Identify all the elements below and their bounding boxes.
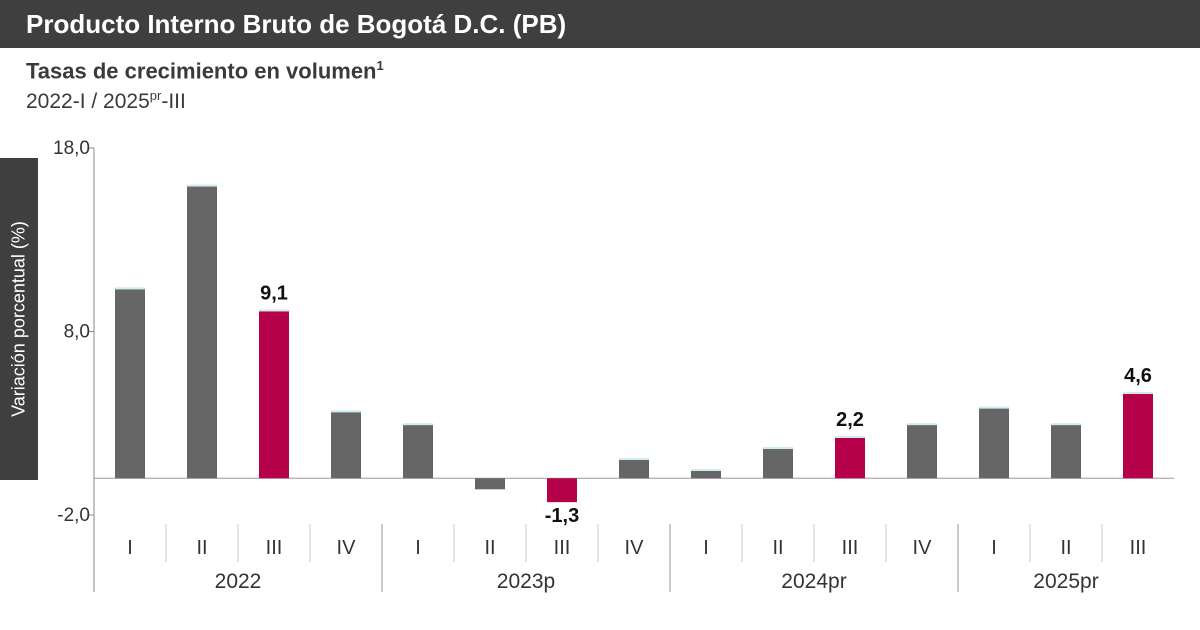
bar — [979, 408, 1009, 479]
bar — [691, 470, 721, 479]
bar-highlight-edge — [835, 435, 865, 438]
period-start: 2022-I / 2025 — [26, 90, 150, 113]
x-tick-label: IV — [625, 537, 645, 559]
bar — [619, 459, 649, 479]
year-label: 2025pr — [1033, 570, 1098, 593]
x-tick-label: IV — [337, 537, 357, 559]
bar-highlight-edge — [115, 287, 145, 290]
chart-title: Producto Interno Bruto de Bogotá D.C. (P… — [26, 9, 567, 39]
data-label: 4,6 — [1124, 365, 1152, 387]
period-end: -III — [161, 90, 186, 113]
bar — [1123, 393, 1153, 479]
year-label: 2022 — [215, 570, 262, 593]
x-tick-label: II — [1060, 537, 1071, 559]
x-tick-label: II — [484, 537, 495, 559]
x-tick-label: III — [554, 537, 571, 559]
bar — [475, 478, 505, 490]
x-tick-label: III — [266, 537, 283, 559]
subtitle-footnote-mark: 1 — [376, 58, 384, 73]
chart-subtitle: Tasas de crecimiento en volumen1 — [26, 58, 384, 84]
bar-highlight-edge — [187, 184, 217, 187]
bar-highlight-edge — [763, 446, 793, 449]
x-tick-label: I — [703, 537, 709, 559]
bar — [835, 437, 865, 479]
bar-highlight-edge — [259, 309, 289, 312]
bar — [403, 425, 433, 479]
bar — [1051, 425, 1081, 479]
bar — [331, 412, 361, 479]
data-label: 2,2 — [836, 409, 864, 431]
bar — [115, 289, 145, 479]
bar-highlight-edge — [979, 406, 1009, 409]
bar-highlight-edge — [691, 468, 721, 471]
bar-highlight-edge — [403, 423, 433, 426]
x-tick-label: II — [772, 537, 783, 559]
data-label: 9,1 — [260, 282, 288, 304]
y-tick-label: 18,0 — [53, 138, 90, 159]
period-sup: pr — [149, 88, 162, 103]
x-tick-label: III — [1130, 537, 1147, 559]
bar-highlight-edge — [331, 410, 361, 413]
bar — [187, 186, 217, 479]
year-label: 2023p — [497, 570, 555, 593]
bar — [259, 311, 289, 479]
bar-highlight-edge — [619, 457, 649, 460]
subtitle-text: Tasas de crecimiento en volumen — [26, 58, 377, 84]
x-tick-label: III — [842, 537, 859, 559]
x-tick-label: II — [196, 537, 207, 559]
bar — [763, 448, 793, 479]
bar — [907, 425, 937, 479]
bar-highlight-edge — [1123, 391, 1153, 394]
title-bar: Producto Interno Bruto de Bogotá D.C. (P… — [0, 0, 1200, 48]
x-tick-label: I — [415, 537, 421, 559]
y-tick-label: 8,0 — [64, 322, 90, 343]
year-label: 2024pr — [781, 570, 846, 593]
data-label: -1,3 — [545, 505, 579, 527]
chart-period: 2022-I / 2025pr-III — [26, 88, 186, 114]
y-tick-label: -2,0 — [57, 505, 90, 526]
x-tick-label: I — [127, 537, 133, 559]
bar — [547, 478, 577, 503]
x-tick-label: IV — [913, 537, 933, 559]
bar-highlight-edge — [1051, 423, 1081, 426]
x-tick-label: I — [991, 537, 997, 559]
bar-highlight-edge — [907, 423, 937, 426]
y-axis-label-box: Variación porcentual (%) — [0, 158, 38, 480]
